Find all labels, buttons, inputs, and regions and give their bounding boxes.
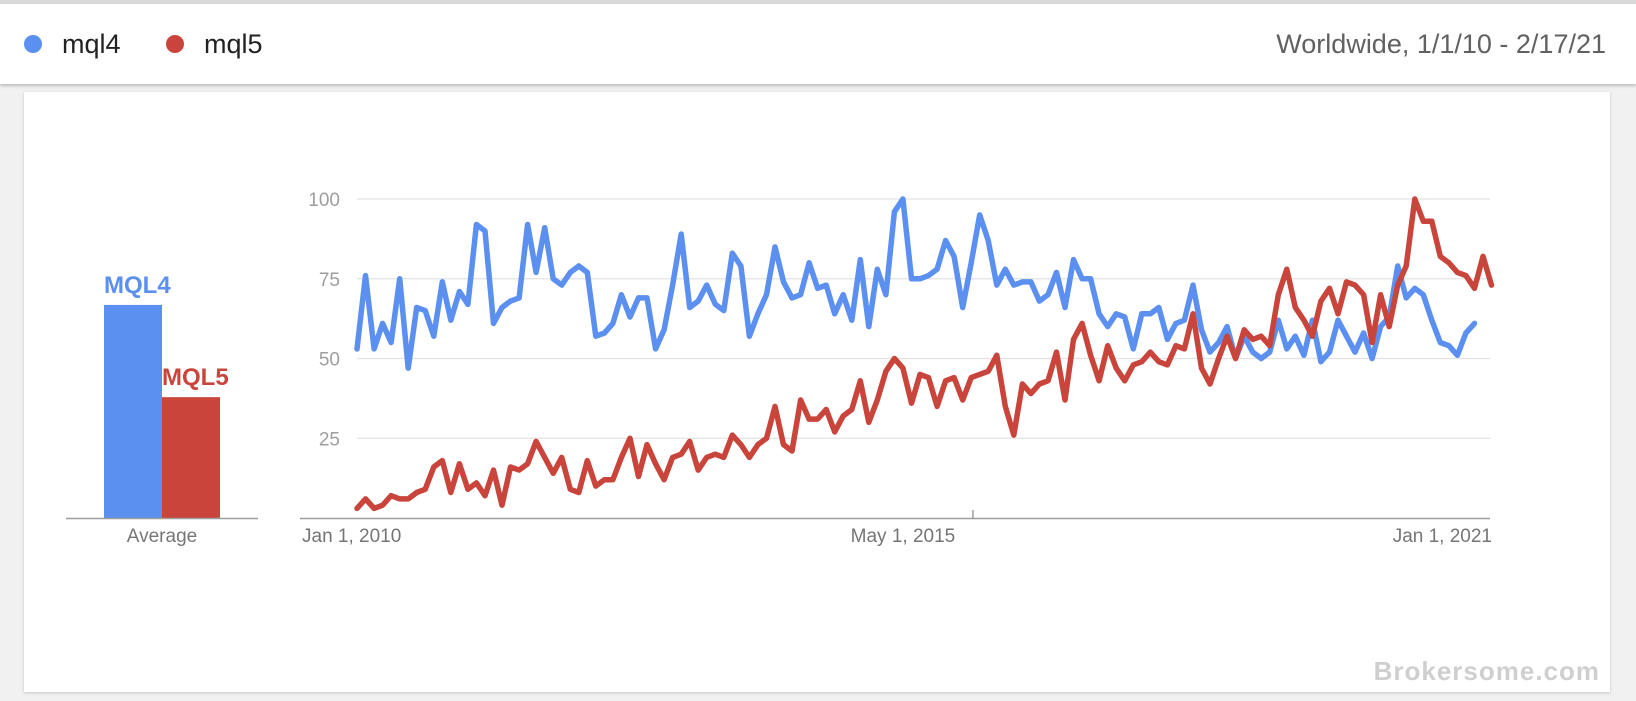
legend-label-mql4: mql4 [62, 29, 121, 59]
average-bar-label-mql4: MQL4 [104, 272, 171, 299]
y-tick-label-75: 75 [319, 270, 340, 291]
x-tick-label-0: Jan 1, 2010 [302, 526, 401, 547]
legend-item-mql5[interactable]: mql5 [166, 28, 263, 60]
average-bar-mql4 [104, 304, 162, 518]
series-color-dot [166, 35, 184, 53]
legend-item-mql4[interactable]: mql4 [24, 28, 121, 60]
watermark: Brokersome.com [1373, 656, 1600, 686]
y-tick-label-100: 100 [308, 190, 340, 211]
x-tick-label-1: May 1, 2015 [851, 526, 956, 547]
x-tick-label-2: Jan 1, 2021 [1393, 526, 1492, 547]
average-bar-label-mql5: MQL5 [162, 364, 229, 391]
series-line-mql5 [354, 196, 1495, 512]
series-color-dot [24, 35, 42, 53]
y-tick-label-25: 25 [319, 429, 340, 450]
average-bar-mql5 [162, 397, 220, 518]
y-tick-label-50: 50 [319, 350, 340, 371]
legend-bar: mql4 mql5 Worldwide, 1/1/10 - 2/17/21 [0, 0, 1636, 84]
legend-label-mql5: mql5 [204, 29, 263, 59]
region-date-range[interactable]: Worldwide, 1/1/10 - 2/17/21 [1276, 29, 1606, 59]
average-axis-label: Average [127, 526, 197, 547]
chart-card [24, 92, 1610, 692]
series-line-mql4 [354, 196, 1478, 371]
